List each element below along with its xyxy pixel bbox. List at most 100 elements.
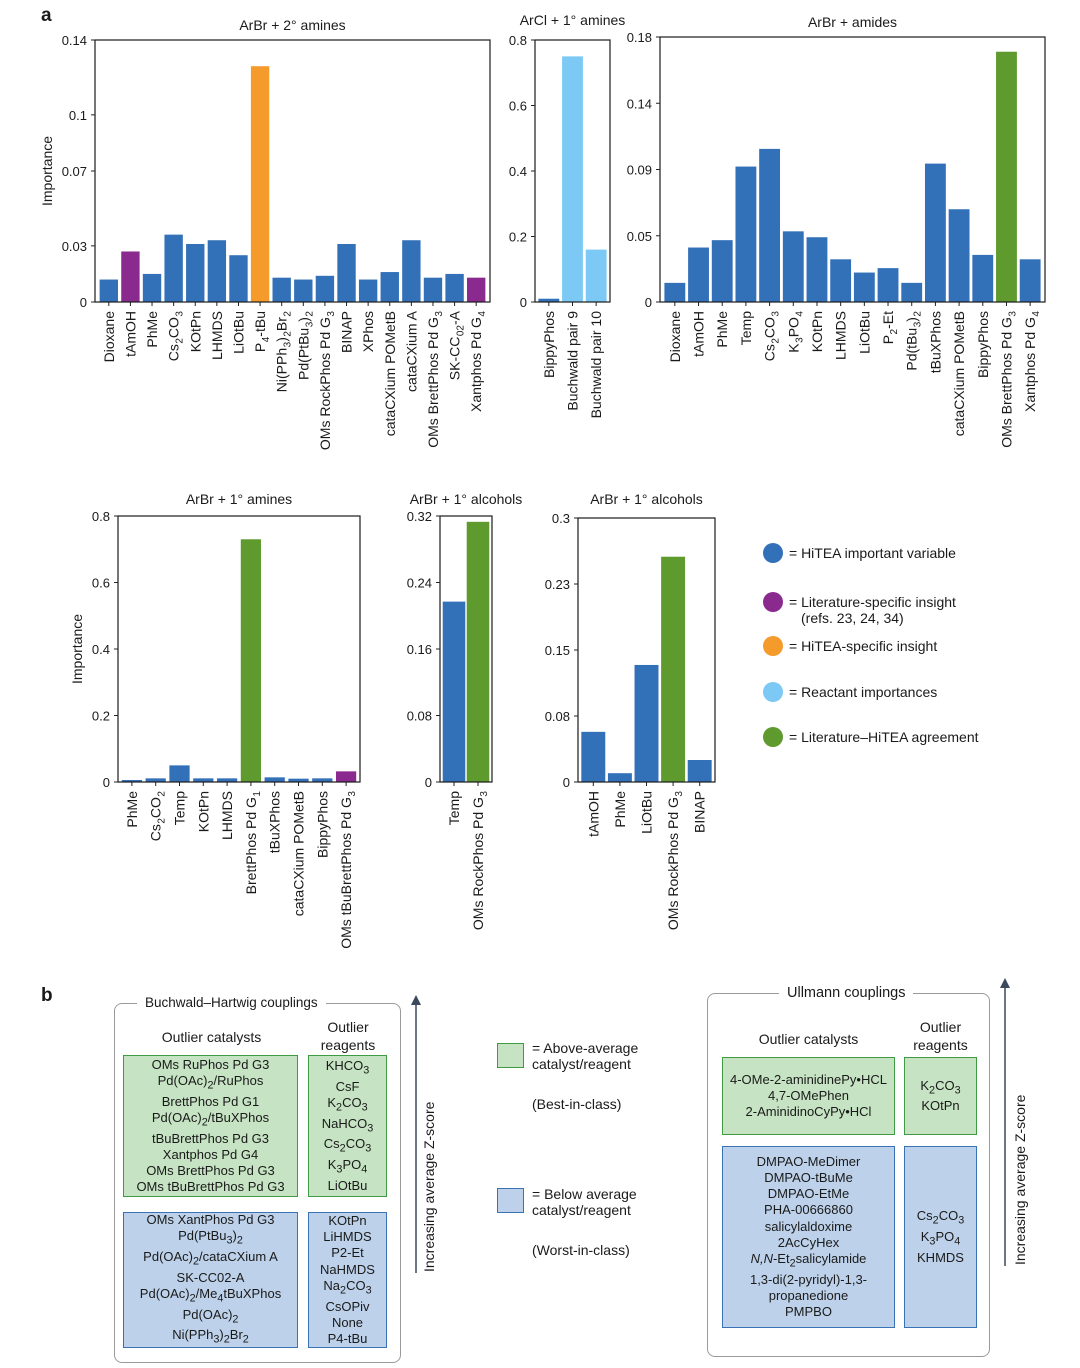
legend-swatch [763,682,783,702]
ullmann-zscore-axis-label: Increasing average Z-score [1012,1094,1028,1265]
list-item: Pd(OAc)2/tBuXPhos [151,1109,270,1129]
bar [240,539,262,782]
bar [315,275,335,302]
y-tick-label: 0.03 [62,239,87,254]
ullmann-reagents-heading: Outlier reagents [913,1019,968,1053]
bar [272,277,291,302]
y-tick-label: 0 [425,775,432,790]
x-tick-label: tAmOH [691,311,707,357]
list-item: KHCO3 [325,1057,370,1077]
ullmann-title: Ullmann couplings [779,985,914,1001]
x-tick-label: Xantphos Pd G4​ [468,311,488,412]
x-tick-label: LHMDS [209,311,225,360]
key-below-swatch [497,1188,524,1213]
ullmann-zscore-arrow [1000,978,1010,1266]
bar [711,240,733,302]
bar [207,240,227,302]
key-above-note: (Best-in-class) [532,1096,622,1112]
bar-chart-4: PhMe Cs2​CO2​Temp KOtPn LHMDS BrettPhos Pd G… [69,491,361,949]
x-tick-label: tBuXPhos [927,311,943,373]
ullmann-catalysts-heading: Outlier catalysts [758,1031,859,1047]
x-tick-label: Temp [446,791,462,825]
x-tick-label: P2​-Et [880,311,900,344]
y-tick-label: 0.14 [62,33,87,48]
bar [99,279,118,302]
legend-swatch [763,636,783,656]
bar [538,298,560,302]
x-tick-label: Cs2​CO2​ [148,791,168,842]
x-tick-label: PhMe [144,311,160,348]
list-item: 2-AminidinoCyPy•HCl [745,1104,872,1120]
y-tick-label: 0.05 [627,229,652,244]
bar [193,778,214,782]
bar [229,255,248,302]
y-tick-label: 0 [563,775,570,790]
bar [121,251,140,302]
list-item: PMPBO [785,1304,832,1320]
legend-swatch [763,592,783,612]
bar [972,254,994,302]
bar-chart-1: Dioxane tAmOH PhMe Cs2​CO3​KOtPn LHMDS LiOtBu… [39,17,491,451]
bh-zscore-arrow [411,995,421,1273]
list-item: K3PO4 [920,1228,961,1248]
bar [759,148,781,302]
bar [688,247,709,302]
x-tick-label: Dioxane [667,311,683,363]
bar-chart-6: tAmOH PhMe LiOtBu OMs RockPhos Pd G3​ BINAP 0… [545,491,716,930]
bar [562,56,583,302]
legend-label: = HiTEA-specific insight [789,638,938,654]
key-below-label: = Below average catalyst/reagent [532,1186,637,1218]
x-tick-label: cataCXium POMetB [951,311,967,436]
bh-catalysts-heading: Outlier catalysts [161,1029,262,1045]
bar [121,780,143,782]
x-tick-label: BippyPhos [541,311,557,378]
list-item: tBuBrettPhos Pd G3 [151,1130,270,1146]
chart-title: ArBr + 1° alcohols [590,491,703,507]
bar [782,231,804,302]
x-tick-label: Pd(PtBu3​)2​ [295,311,315,380]
panel-a-label: a [41,5,52,26]
x-tick-label: LiOtBu [230,311,246,354]
bar [423,277,443,302]
key-above-swatch [497,1043,524,1068]
list-item: Pd(PtBu3)2 [178,1228,243,1247]
chart-title: ArBr + amides [808,14,897,30]
x-tick-label: KOtPn [809,311,825,352]
bar [1019,259,1041,302]
list-item: KHMDS [917,1249,964,1265]
x-tick-label: PhMe [124,791,140,828]
bar [250,66,270,302]
y-tick-label: 0.15 [545,643,570,658]
x-tick-label: OMs tBuBrettPhos Pd G3​ [338,791,358,949]
list-item: DMPAO-EtMe [767,1186,850,1202]
list-item: N,N-Et2salicylamide [750,1250,867,1270]
x-tick-label: BINAP [692,791,708,833]
y-axis-label: Importance [69,614,85,684]
plot-frame [117,515,361,783]
bar [294,279,313,302]
bar-chart-5: Temp OMs RockPhos Pd G3​ 0 0.08 0.16 0.24 0.32… [407,491,523,930]
list-item: P2-Et [331,1245,364,1261]
list-item: OMs XantPhos Pd G3 [146,1211,275,1227]
bh-above-catalysts-box: OMs RuPhos Pd G3 Pd(OAc)2/RuPhos BrettPh… [123,1055,298,1197]
x-tick-label: Buchwald pair 10 [588,311,604,419]
list-item: Xantphos Pd G4 [162,1146,259,1162]
list-item: Cs2CO3 [323,1136,372,1155]
y-tick-label: 0.23 [545,577,570,592]
bar [607,773,632,782]
y-tick-label: 0.8 [509,33,527,48]
list-item: NaHCO3 [321,1115,374,1135]
bar [402,240,421,302]
list-item: None [331,1314,364,1330]
y-tick-label: 0.2 [509,230,527,245]
x-tick-label: KOtPn [195,791,211,832]
y-tick-label: 0 [645,295,652,310]
bar [466,521,490,782]
bh-zscore-axis-label: Increasing average Z-score [421,1101,437,1272]
x-tick-label: Pd(tBu3​)2​ [904,311,924,371]
x-tick-label: OMs RockPhos Pd G3​ [317,311,337,451]
list-item: KOtPn [328,1212,367,1228]
x-tick-label: Cs2​CO3​ [762,311,782,362]
bar [312,778,333,782]
y-tick-label: 0.08 [545,709,570,724]
